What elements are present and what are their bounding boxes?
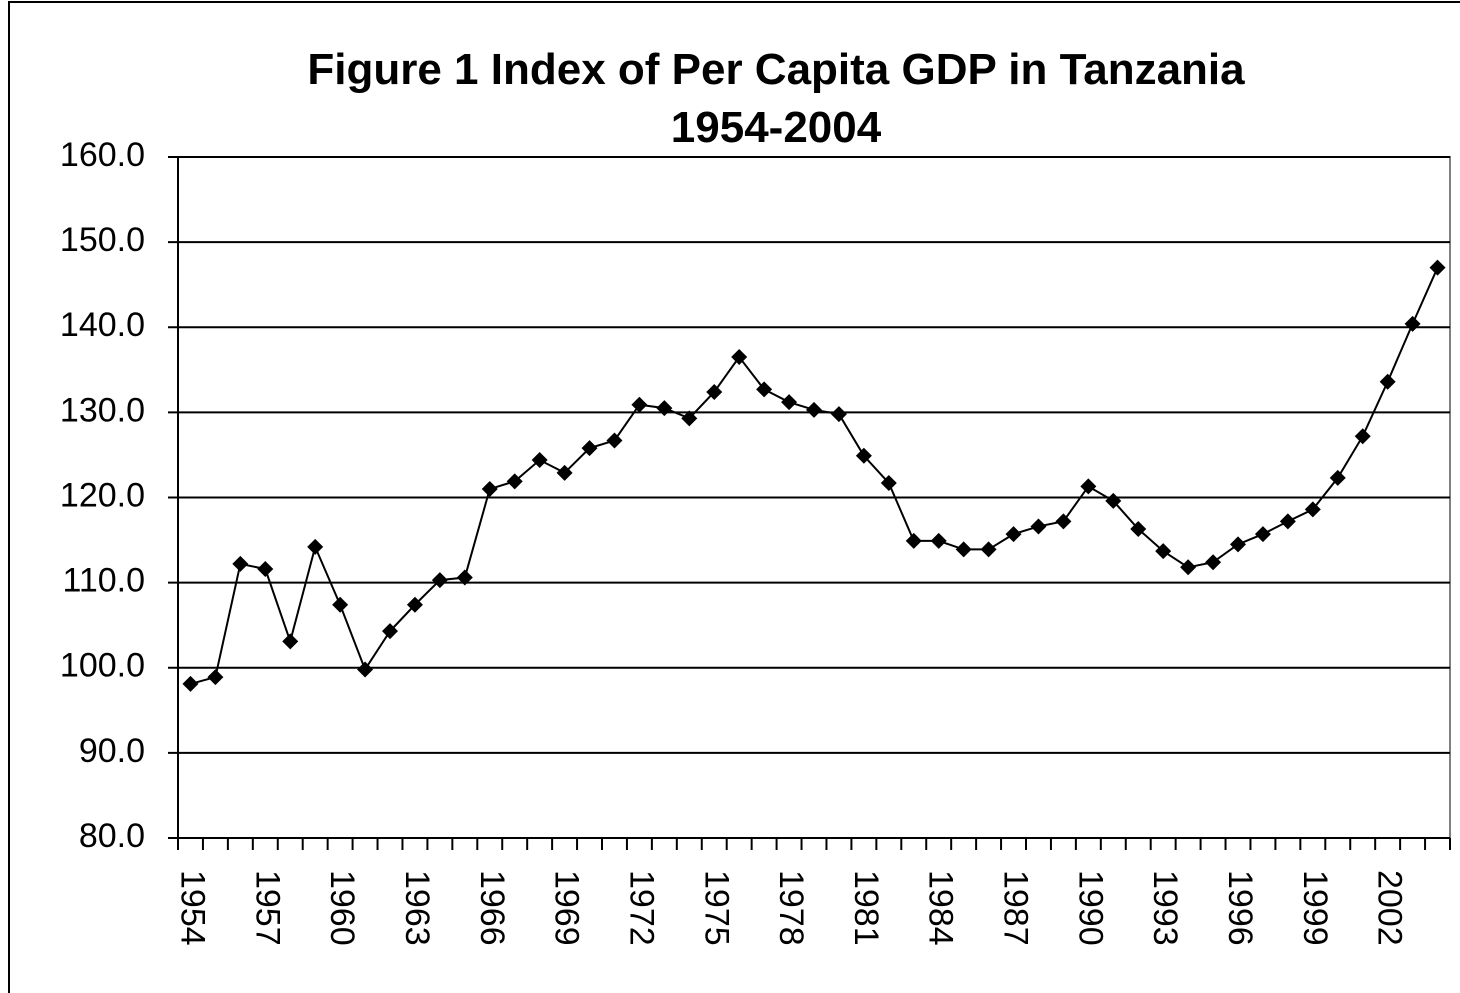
x-tick-label: 1966 — [473, 870, 511, 946]
data-marker — [232, 555, 249, 572]
x-tick-label: 1957 — [248, 870, 286, 946]
data-marker — [855, 447, 872, 464]
data-marker — [531, 452, 548, 469]
data-marker — [456, 569, 473, 586]
data-marker — [182, 675, 199, 692]
data-marker — [1155, 543, 1172, 560]
data-marker — [481, 480, 498, 497]
x-tick-label: 1996 — [1221, 870, 1259, 946]
data-marker — [880, 475, 897, 492]
data-marker — [1055, 513, 1072, 530]
data-marker — [406, 596, 423, 613]
data-marker — [1230, 536, 1246, 553]
x-tick-label: 1963 — [398, 870, 436, 946]
data-marker — [830, 406, 847, 423]
data-marker — [357, 661, 374, 678]
x-tick-label: 1960 — [323, 870, 361, 946]
data-marker — [307, 538, 324, 555]
data-marker — [806, 401, 822, 418]
data-marker — [1329, 469, 1346, 486]
x-tick-label: 1993 — [1146, 870, 1184, 946]
data-marker — [656, 400, 673, 417]
data-marker — [581, 440, 598, 457]
x-tick-label: 1954 — [173, 870, 211, 946]
data-marker — [706, 383, 723, 400]
y-tick-label: 100.0 — [60, 647, 145, 685]
data-marker — [1354, 428, 1371, 445]
y-tick-label: 130.0 — [60, 391, 145, 429]
y-tick-label: 110.0 — [62, 562, 145, 600]
data-marker — [930, 532, 947, 549]
x-tick-label: 1972 — [622, 870, 660, 946]
x-tick-label: 1978 — [772, 870, 810, 946]
x-tick-label: 1981 — [847, 870, 885, 946]
x-tick-label: 1975 — [697, 870, 735, 946]
chart-title: 1954-2004 — [671, 103, 882, 152]
y-tick-label: 120.0 — [60, 476, 145, 514]
y-tick-label: 150.0 — [60, 221, 145, 259]
data-marker — [1030, 518, 1047, 535]
data-marker — [382, 623, 398, 640]
data-marker — [257, 561, 274, 578]
y-tick-label: 80.0 — [79, 817, 145, 855]
data-marker — [1205, 554, 1222, 571]
data-marker — [1429, 259, 1446, 276]
x-tick-label: 1984 — [922, 870, 960, 946]
data-marker — [1304, 501, 1321, 518]
data-marker — [1379, 373, 1396, 390]
y-tick-label: 160.0 — [60, 136, 145, 174]
data-marker — [631, 396, 648, 413]
data-marker — [1279, 513, 1296, 530]
x-tick-label: 1969 — [548, 870, 586, 946]
chart-title: Figure 1 Index of Per Capita GDP in Tanz… — [307, 45, 1245, 94]
data-marker — [905, 532, 922, 549]
data-marker — [1180, 559, 1197, 576]
x-tick-label: 1990 — [1071, 870, 1109, 946]
data-marker — [1005, 526, 1022, 543]
data-marker — [731, 349, 748, 366]
data-marker — [606, 432, 623, 449]
data-marker — [282, 633, 299, 650]
data-marker — [781, 394, 798, 411]
data-marker — [980, 541, 997, 558]
data-marker — [1130, 520, 1147, 537]
data-marker — [556, 464, 573, 481]
x-tick-label: 1999 — [1296, 870, 1334, 946]
data-marker — [332, 596, 349, 613]
data-marker — [431, 572, 448, 589]
data-marker — [756, 381, 773, 398]
data-marker — [1105, 492, 1122, 509]
data-marker — [1254, 526, 1271, 543]
x-tick-label: 2002 — [1371, 870, 1409, 946]
y-tick-label: 90.0 — [79, 732, 145, 770]
data-marker — [207, 669, 224, 686]
data-marker — [681, 410, 698, 427]
data-marker — [1404, 315, 1421, 332]
data-marker — [506, 473, 523, 490]
data-marker — [955, 541, 972, 558]
y-tick-label: 140.0 — [60, 306, 145, 344]
data-marker — [1080, 478, 1097, 495]
x-tick-label: 1987 — [997, 870, 1035, 946]
